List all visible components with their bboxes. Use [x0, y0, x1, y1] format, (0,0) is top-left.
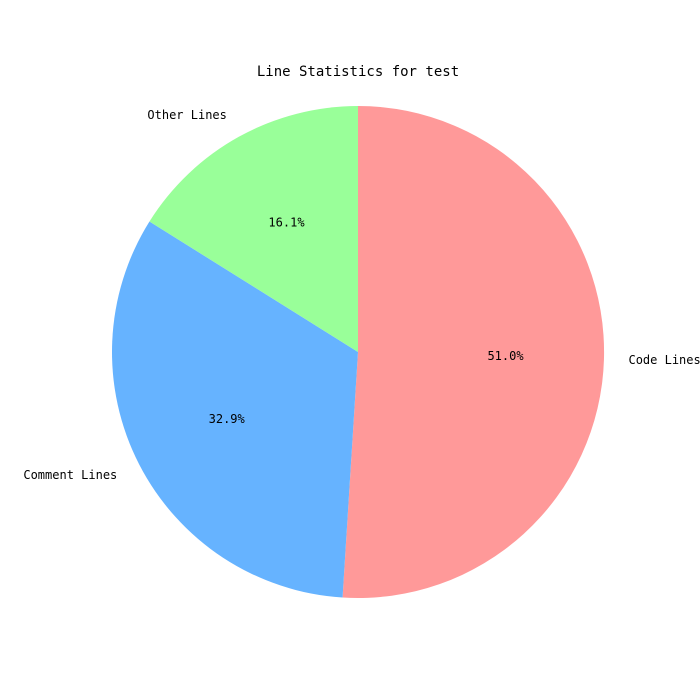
chart-title: Line Statistics for test	[257, 64, 459, 80]
pie-slices	[111, 105, 605, 598]
pie-label-other-lines: Other Lines	[147, 108, 226, 122]
pie-slice-other-lines	[149, 106, 358, 352]
pie-slice-code-lines	[342, 105, 605, 598]
pie-labels: Code Lines 51.0% Comment Lines 32.9% Other L…	[23, 108, 700, 482]
pie-pct-label-other-lines: 16.1%	[268, 215, 305, 229]
pie-pct-label-comment-lines: 32.9%	[209, 412, 246, 426]
pie-label-comment-lines: Comment Lines	[23, 468, 117, 482]
pie-pct-label-code-lines: 51.0%	[487, 349, 524, 363]
pie-slice-comment-lines	[111, 221, 359, 598]
pie-label-code-lines: Code Lines	[628, 353, 700, 367]
